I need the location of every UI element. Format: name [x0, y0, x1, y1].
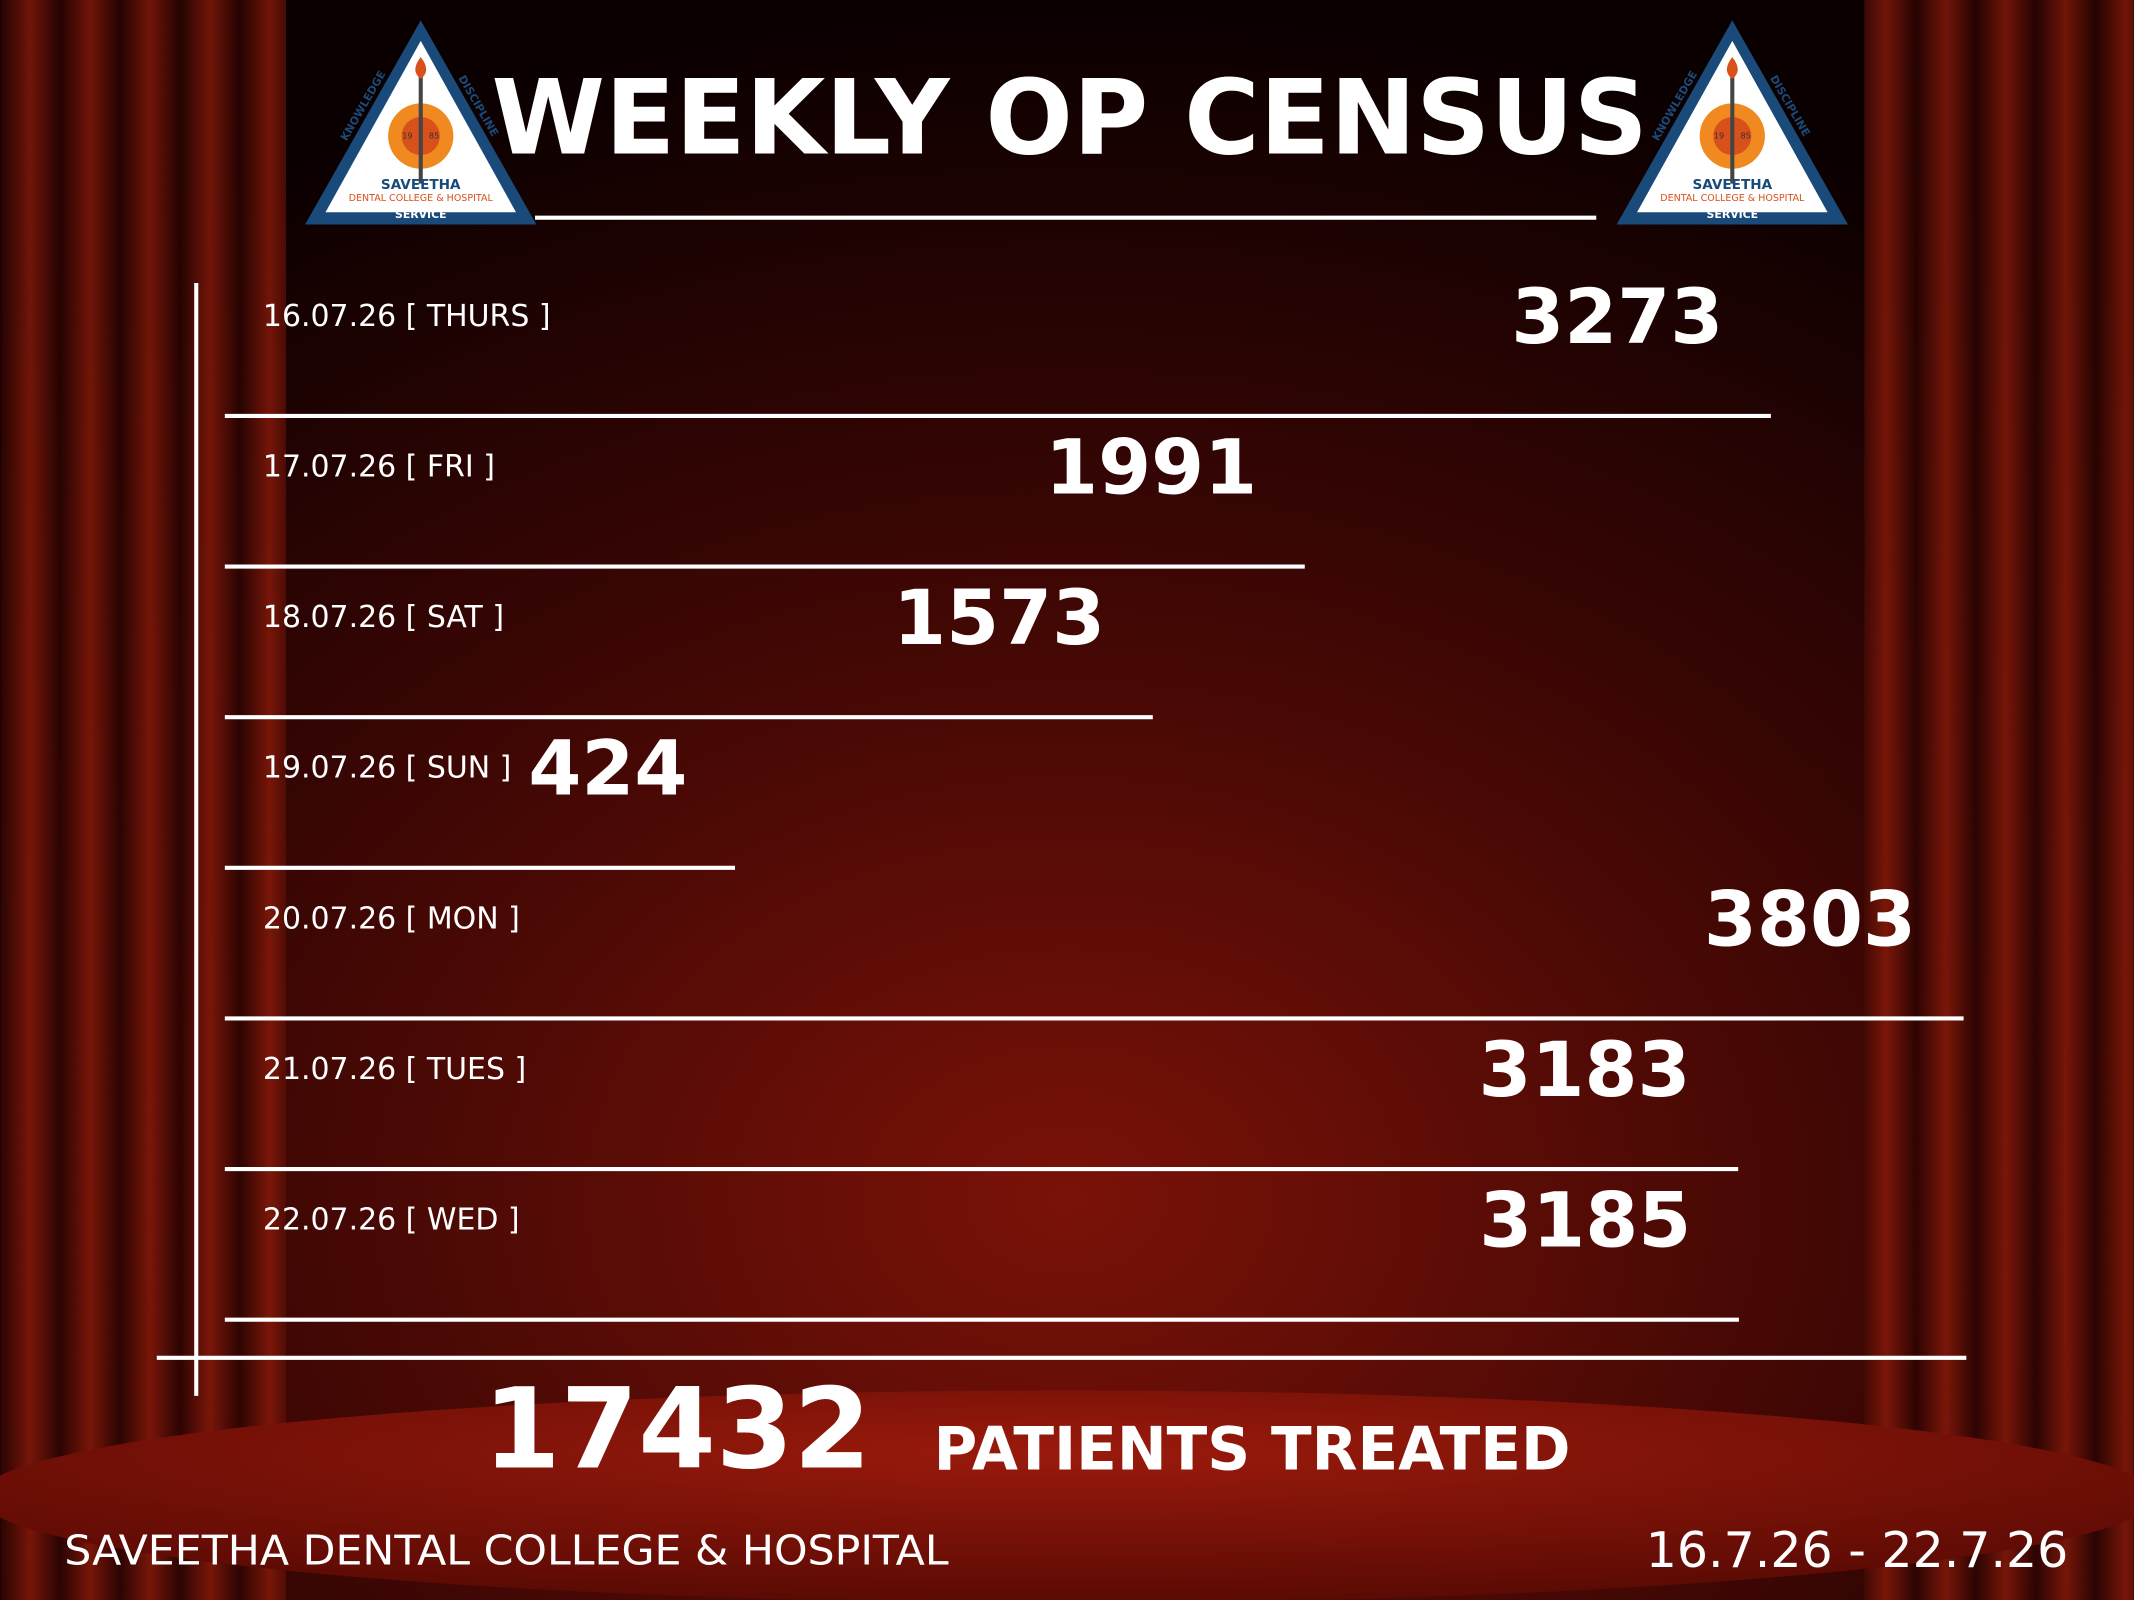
logo-text: 19: [1714, 131, 1724, 141]
stage: [0, 1390, 2134, 1600]
value-label: 3273: [1511, 272, 1723, 361]
category-label: 18.07.26 [ SAT ]: [263, 600, 504, 635]
logo-text: SAVEETHA: [1692, 177, 1772, 193]
value-label: 3803: [1704, 874, 1916, 963]
date-range: 16.7.26 - 22.7.26: [1646, 1522, 2069, 1579]
chart-title: WEEKLY OP CENSUS: [491, 58, 1647, 178]
footer: SAVEETHA DENTAL COLLEGE & HOSPITAL: [64, 1527, 949, 1575]
value-label: 3183: [1479, 1025, 1691, 1114]
total-value: 17432: [483, 1364, 871, 1494]
value-label: 1991: [1045, 422, 1257, 511]
category-label: 21.07.26 [ TUES ]: [263, 1052, 526, 1087]
category-label: 22.07.26 [ WED ]: [263, 1203, 520, 1238]
value-label: 1573: [893, 573, 1105, 662]
logo-text: 85: [429, 131, 439, 141]
curtain-left: [0, 0, 287, 1600]
category-label: 16.07.26 [ THURS ]: [263, 299, 551, 334]
logo-text: 85: [1740, 131, 1750, 141]
value-label: 424: [528, 724, 687, 813]
rows: 16.07.26 [ THURS ] 3273 17.07.26 [ FRI ] 19…: [224, 272, 1964, 1322]
curtain-right: [1864, 0, 2134, 1600]
logo-text: 19: [402, 131, 412, 141]
logo-text: DENTAL COLLEGE & HOSPITAL: [349, 193, 494, 204]
logo-text: DENTAL COLLEGE & HOSPITAL: [1660, 193, 1805, 204]
category-label: 17.07.26 [ FRI ]: [263, 449, 495, 484]
value-label: 3185: [1479, 1176, 1691, 1265]
logo-text: SERVICE: [1707, 208, 1759, 221]
total-label: PATIENTS TREATED: [934, 1415, 1571, 1485]
category-label: 19.07.26 [ SUN ]: [263, 751, 511, 786]
logo-text: SAVEETHA: [381, 177, 461, 193]
logo-text: SERVICE: [395, 208, 447, 221]
category-label: 20.07.26 [ MON ]: [263, 901, 520, 936]
